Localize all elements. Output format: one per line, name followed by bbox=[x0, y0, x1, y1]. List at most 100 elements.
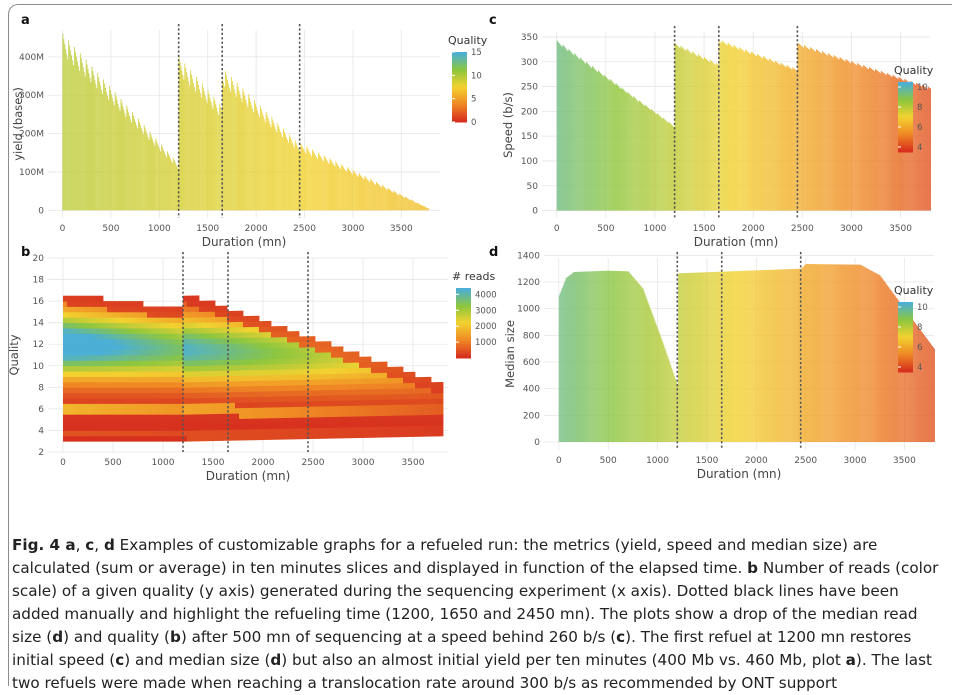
heatmap-cell bbox=[63, 435, 68, 442]
legend-gradient-step bbox=[898, 98, 913, 102]
bar bbox=[224, 86, 225, 211]
heatmap-cell bbox=[311, 384, 316, 391]
heatmap-cell bbox=[75, 322, 80, 329]
legend-gradient-step bbox=[452, 101, 467, 104]
bar bbox=[566, 49, 568, 211]
heatmap-cell bbox=[95, 398, 100, 404]
heatmap-cell bbox=[331, 427, 336, 434]
heatmap-cell bbox=[135, 344, 140, 351]
bar bbox=[713, 271, 715, 442]
heatmap-cell bbox=[251, 375, 256, 381]
heatmap-cell bbox=[67, 419, 72, 426]
bar bbox=[702, 272, 704, 442]
bar bbox=[644, 294, 646, 442]
heatmap-cell bbox=[419, 382, 424, 389]
bar bbox=[646, 299, 648, 442]
bar bbox=[742, 49, 744, 211]
heatmap-cell bbox=[83, 328, 88, 334]
heatmap-cell bbox=[215, 359, 220, 366]
bar bbox=[860, 265, 862, 442]
heatmap-cell bbox=[267, 380, 272, 386]
legend-gradient-step bbox=[898, 96, 913, 99]
bar bbox=[607, 79, 609, 211]
bar bbox=[690, 272, 691, 442]
heatmap-cell bbox=[215, 365, 220, 371]
heatmap-cell bbox=[119, 344, 124, 351]
bar bbox=[830, 264, 832, 442]
bar bbox=[337, 164, 339, 211]
heatmap-cell bbox=[407, 377, 412, 384]
bar bbox=[836, 264, 838, 442]
bar bbox=[184, 63, 186, 211]
bar bbox=[838, 264, 840, 442]
heatmap-cell bbox=[251, 412, 256, 419]
bar bbox=[308, 150, 310, 211]
heatmap-cell bbox=[267, 320, 272, 327]
heatmap-cell bbox=[95, 360, 100, 367]
heatmap-cell bbox=[67, 403, 72, 410]
heatmap-cell bbox=[259, 396, 264, 403]
heatmap-cell bbox=[115, 365, 120, 372]
heatmap-cell bbox=[431, 387, 436, 394]
heatmap-cell bbox=[355, 367, 360, 374]
bar bbox=[614, 270, 615, 442]
heatmap-cell bbox=[147, 419, 152, 426]
heatmap-cell bbox=[315, 411, 320, 418]
heatmap-cell bbox=[247, 434, 252, 441]
bar bbox=[192, 78, 193, 211]
heatmap-cell bbox=[315, 416, 320, 423]
heatmap-cell bbox=[279, 401, 284, 408]
bar bbox=[853, 62, 855, 211]
heatmap-cell bbox=[211, 338, 216, 345]
x-tick-label: 3000 bbox=[840, 224, 863, 234]
heatmap-cell bbox=[183, 306, 188, 313]
bar bbox=[831, 264, 833, 442]
heatmap-cell bbox=[363, 410, 368, 417]
bar bbox=[587, 63, 588, 211]
heatmap-cell bbox=[435, 414, 440, 421]
heatmap-cell bbox=[423, 430, 428, 437]
heatmap-cell bbox=[255, 396, 260, 403]
bar bbox=[402, 196, 404, 211]
bar bbox=[228, 83, 229, 211]
heatmap-cell bbox=[91, 322, 96, 329]
heatmap-cell bbox=[183, 295, 188, 302]
heatmap-cell bbox=[135, 301, 140, 307]
bar bbox=[771, 269, 772, 442]
heatmap-cell bbox=[291, 379, 296, 386]
heatmap-cell bbox=[167, 365, 172, 372]
bar bbox=[301, 145, 303, 211]
bar bbox=[357, 177, 359, 211]
heatmap-cell bbox=[255, 423, 260, 430]
bar bbox=[902, 306, 904, 442]
bar bbox=[712, 271, 714, 442]
bar bbox=[370, 178, 372, 211]
bar bbox=[256, 106, 257, 211]
heatmap-cell bbox=[91, 355, 96, 361]
bar bbox=[563, 282, 565, 442]
bar bbox=[354, 172, 356, 211]
heatmap-cell bbox=[143, 398, 148, 404]
legend-gradient-step bbox=[456, 304, 471, 308]
bar bbox=[780, 62, 782, 211]
heatmap-cell bbox=[319, 416, 324, 423]
bar bbox=[362, 178, 364, 211]
heatmap-cell bbox=[79, 333, 84, 340]
bar bbox=[711, 272, 713, 442]
heatmap-cell bbox=[71, 328, 76, 334]
bar bbox=[406, 197, 407, 211]
legend-gradient-step bbox=[456, 344, 471, 347]
heatmap-cell bbox=[359, 410, 364, 417]
heatmap-cell bbox=[291, 412, 296, 418]
heatmap-cell bbox=[347, 378, 352, 385]
bar bbox=[198, 85, 199, 211]
heatmap-cell bbox=[211, 359, 216, 366]
bar bbox=[814, 50, 815, 211]
bar bbox=[855, 64, 857, 211]
bar bbox=[878, 72, 880, 211]
heatmap-cell bbox=[103, 435, 108, 442]
legend-gradient-step bbox=[898, 131, 913, 134]
bar bbox=[895, 296, 897, 442]
bar bbox=[781, 269, 783, 442]
heatmap-cell bbox=[243, 391, 248, 398]
